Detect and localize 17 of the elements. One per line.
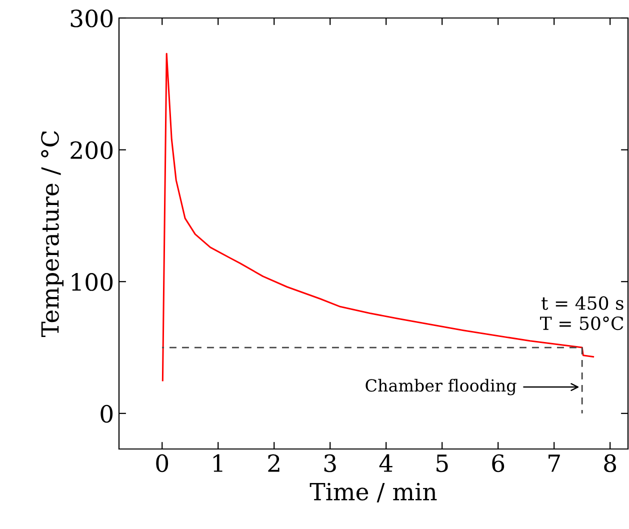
x-tick-label: 6 [492, 454, 504, 472]
y-tick-label: 300 [70, 9, 113, 28]
x-tick-label: 8 [604, 454, 616, 472]
x-axis-title: Time / min [310, 482, 437, 502]
y-tick-label: 100 [72, 273, 113, 291]
annotation: t = 450 s T = 50°C [540, 296, 624, 330]
y-axis-title: Temperature / °C [41, 131, 64, 338]
x-tick-label: 0 [156, 454, 168, 472]
x-tick-label: 1 [213, 454, 222, 472]
x-tick-label: 5 [436, 454, 448, 472]
x-tick-label: 7 [548, 454, 560, 472]
y-tick-label: 0 [100, 404, 113, 423]
x-tick-label: 2 [268, 454, 280, 472]
x-tick-label: 3 [324, 454, 336, 472]
x-tick-label: 4 [379, 454, 392, 472]
annotation: Chamber flooding [366, 378, 516, 396]
y-tick-label: 200 [70, 141, 113, 160]
